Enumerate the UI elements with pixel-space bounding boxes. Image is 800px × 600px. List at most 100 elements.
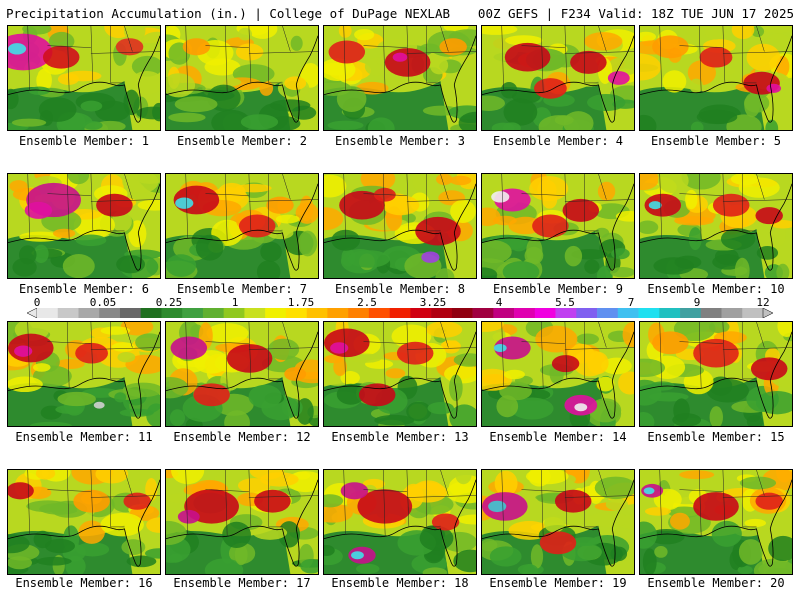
colorbar-tick-label: 3.25: [419, 296, 447, 309]
colorbar-segment: [410, 308, 432, 318]
precip-field: [166, 174, 318, 278]
ensemble-map-panel: [639, 321, 793, 427]
colorbar-tick-label: 0: [33, 296, 41, 309]
colorbar-segment: [597, 308, 619, 318]
ensemble-map-panel: [481, 25, 635, 131]
colorbar-segment: [57, 308, 79, 318]
colorbar-segment: [514, 308, 536, 318]
ensemble-member-label: Ensemble Member: 11: [15, 430, 153, 444]
colorbar-segment: [78, 308, 100, 318]
ensemble-member-label: Ensemble Member: 8: [334, 282, 466, 296]
colorbar-segment: [680, 308, 702, 318]
colorbar-segment: [576, 308, 598, 318]
colorbar-segment: [555, 308, 577, 318]
precip-field: [8, 26, 160, 130]
colorbar-segment: [99, 308, 121, 318]
ensemble-map-panel: [165, 173, 319, 279]
colorbar-segment: [161, 308, 183, 318]
colorbar-tick-label: 1: [231, 296, 239, 309]
ensemble-map-panel: [7, 25, 161, 131]
precip-field: [324, 470, 476, 574]
colorbar-segment: [265, 308, 287, 318]
ensemble-map-panel: [639, 173, 793, 279]
ensemble-member-label: Ensemble Member: 3: [334, 134, 466, 148]
ensemble-map-panel: [323, 25, 477, 131]
ensemble-member-label: Ensemble Member: 19: [489, 576, 627, 590]
ensemble-map-panel: [7, 321, 161, 427]
precip-field: [166, 26, 318, 130]
colorbar-segment: [327, 308, 349, 318]
precip-field: [482, 26, 634, 130]
ensemble-member-label: Ensemble Member: 17: [173, 576, 311, 590]
ensemble-member-label: Ensemble Member: 1: [18, 134, 150, 148]
ensemble-map-panel: [481, 321, 635, 427]
colorbar-segment: [721, 308, 743, 318]
precip-field: [166, 470, 318, 574]
colorbar-segment: [472, 308, 494, 318]
ensemble-member-label: Ensemble Member: 18: [331, 576, 469, 590]
ensemble-member-label: Ensemble Member: 10: [647, 282, 785, 296]
colorbar: [27, 308, 773, 318]
precip-field: [640, 322, 792, 426]
colorbar-min-arrow: [27, 308, 38, 318]
colorbar-tick-label: 9: [693, 296, 701, 309]
precip-field: [8, 322, 160, 426]
ensemble-member-label: Ensemble Member: 6: [18, 282, 150, 296]
colorbar-segment: [617, 308, 639, 318]
ensemble-map-panel: [481, 469, 635, 575]
ensemble-map-panel: [165, 321, 319, 427]
colorbar-tick-label: 1.75: [287, 296, 315, 309]
precip-field: [640, 470, 792, 574]
colorbar-tick-label: 0.05: [89, 296, 117, 309]
colorbar-segment: [202, 308, 224, 318]
colorbar-tick-label: 4: [495, 296, 503, 309]
model-run-info: 00Z GEFS | F234 Valid: 18Z TUE JUN 17 20…: [477, 6, 794, 21]
colorbar-tick-label: 12: [756, 296, 770, 309]
colorbar-max-arrow: [762, 308, 773, 318]
precip-field: [482, 174, 634, 278]
colorbar-tick-label: 2.5: [357, 296, 377, 309]
ensemble-map-panel: [323, 469, 477, 575]
chart-title: Precipitation Accumulation (in.) | Colle…: [6, 6, 451, 21]
precip-field: [166, 322, 318, 426]
ensemble-map-panel: [323, 173, 477, 279]
precip-field: [8, 174, 160, 278]
colorbar-segment: [534, 308, 556, 318]
precip-field: [482, 322, 634, 426]
ensemble-member-label: Ensemble Member: 13: [331, 430, 469, 444]
colorbar-segment: [493, 308, 515, 318]
colorbar-segment: [451, 308, 473, 318]
ensemble-map-panel: [165, 25, 319, 131]
ensemble-map-panel: [7, 469, 161, 575]
colorbar-segment: [659, 308, 681, 318]
ensemble-member-label: Ensemble Member: 9: [492, 282, 624, 296]
colorbar-segment: [223, 308, 245, 318]
colorbar-segment: [638, 308, 660, 318]
ensemble-map-panel: [481, 173, 635, 279]
ensemble-map-panel: [639, 469, 793, 575]
colorbar-tick-label: 5.5: [555, 296, 575, 309]
precip-field: [324, 26, 476, 130]
colorbar-segment: [119, 308, 142, 318]
colorbar-segment: [742, 308, 764, 318]
ensemble-map-panel: [323, 321, 477, 427]
ensemble-member-label: Ensemble Member: 4: [492, 134, 624, 148]
precip-field: [8, 470, 160, 574]
colorbar-segment: [700, 308, 722, 318]
ensemble-member-label: Ensemble Member: 7: [176, 282, 308, 296]
precip-field: [324, 174, 476, 278]
ensemble-member-label: Ensemble Member: 12: [173, 430, 311, 444]
ensemble-member-label: Ensemble Member: 14: [489, 430, 627, 444]
colorbar-segment: [431, 308, 453, 318]
colorbar-segment: [140, 308, 162, 318]
colorbar-segment: [389, 308, 411, 318]
ensemble-map-panel: [165, 469, 319, 575]
precip-field: [324, 322, 476, 426]
colorbar-tick-label: 7: [627, 296, 635, 309]
colorbar-segment: [182, 308, 204, 318]
precip-field: [640, 174, 792, 278]
ensemble-map-panel: [639, 25, 793, 131]
colorbar-segment: [306, 308, 328, 318]
ensemble-map-panel: [7, 173, 161, 279]
colorbar-segment: [37, 308, 59, 318]
